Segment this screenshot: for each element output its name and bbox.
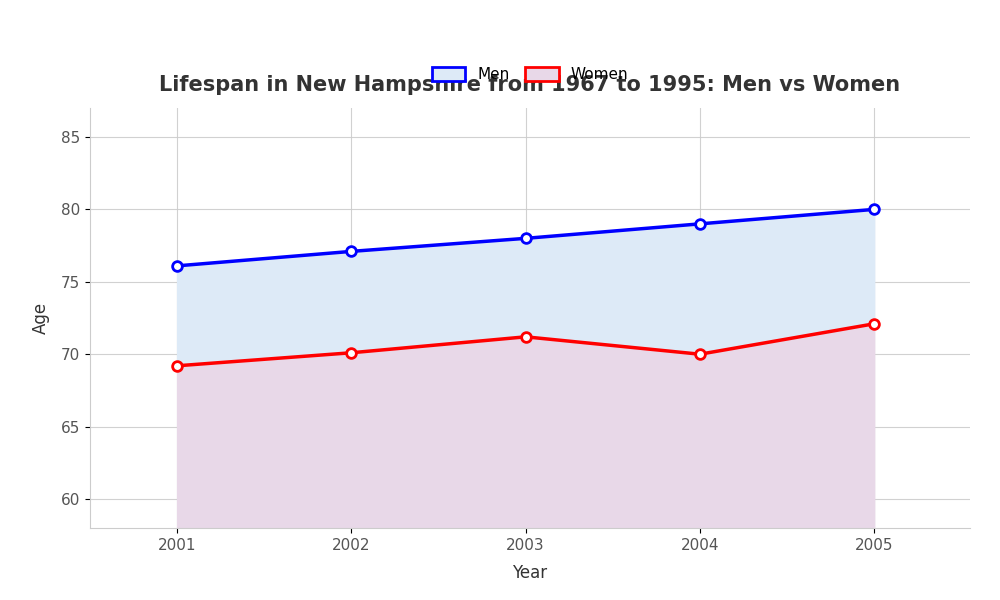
Title: Lifespan in New Hampshire from 1967 to 1995: Men vs Women: Lifespan in New Hampshire from 1967 to 1… bbox=[159, 76, 901, 95]
Legend: Men, Women: Men, Women bbox=[425, 61, 635, 88]
Y-axis label: Age: Age bbox=[32, 302, 50, 334]
X-axis label: Year: Year bbox=[512, 564, 548, 582]
